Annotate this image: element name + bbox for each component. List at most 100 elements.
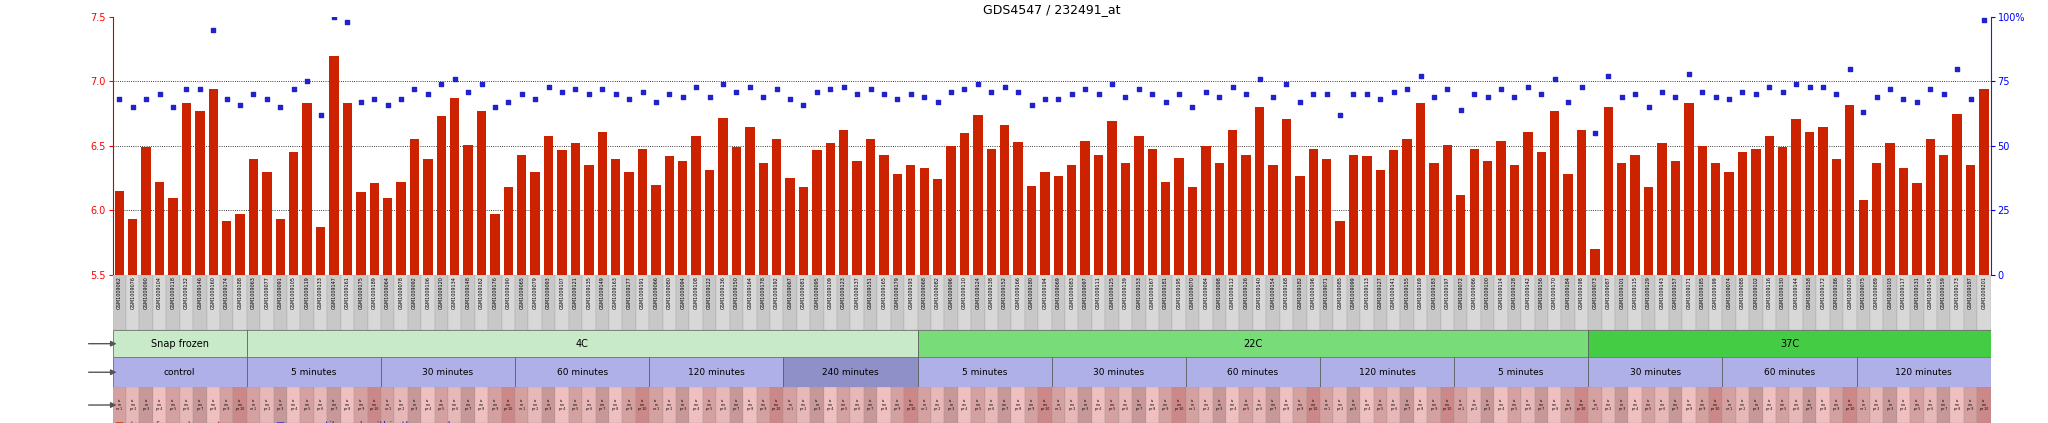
Text: GSM1009150: GSM1009150 xyxy=(733,277,739,310)
Text: GSM1009155: GSM1009155 xyxy=(1405,277,1409,310)
Bar xyxy=(1681,275,1696,330)
Bar xyxy=(1966,165,1974,275)
Text: GSM1009165: GSM1009165 xyxy=(881,277,887,310)
Bar xyxy=(449,275,461,330)
Point xyxy=(1659,93,1692,100)
Text: GSM1009111: GSM1009111 xyxy=(1096,277,1102,310)
Bar xyxy=(1655,275,1669,330)
Text: tu
mo
pr 6: tu mo pr 6 xyxy=(182,399,190,411)
Bar xyxy=(838,387,850,423)
Bar xyxy=(582,275,596,330)
Text: GSM1009173: GSM1009173 xyxy=(1954,277,1960,310)
Text: GSM1009070: GSM1009070 xyxy=(1190,277,1194,310)
Bar xyxy=(1333,275,1348,330)
Bar xyxy=(289,152,299,275)
Text: tu
mo
pr 5: tu mo pr 5 xyxy=(840,399,848,411)
Text: tu
mo
pr 8: tu mo pr 8 xyxy=(1149,399,1155,411)
Bar xyxy=(395,387,408,423)
Bar xyxy=(115,191,125,275)
Bar xyxy=(596,275,608,330)
Bar xyxy=(274,275,287,330)
Point xyxy=(612,96,645,103)
Bar xyxy=(782,357,918,387)
Bar xyxy=(743,387,756,423)
Text: GSM1009124: GSM1009124 xyxy=(975,277,981,310)
Bar xyxy=(1065,275,1079,330)
Point xyxy=(907,93,940,100)
Text: tu
mo
pr 8: tu mo pr 8 xyxy=(344,399,350,411)
Text: GSM1009122: GSM1009122 xyxy=(707,277,713,310)
Bar xyxy=(1855,275,1870,330)
Bar xyxy=(354,275,367,330)
Text: GSM1009120: GSM1009120 xyxy=(438,277,444,310)
Point xyxy=(1217,83,1249,90)
Bar xyxy=(1884,387,1896,423)
Text: GSM1009065: GSM1009065 xyxy=(520,277,524,310)
Bar xyxy=(1561,275,1575,330)
Title: GDS4547 / 232491_at: GDS4547 / 232491_at xyxy=(983,3,1120,16)
Bar xyxy=(625,172,633,275)
Point xyxy=(1405,73,1438,80)
Text: tu
mo
pr 2: tu mo pr 2 xyxy=(934,399,940,411)
Text: tu
mo
pr 2: tu mo pr 2 xyxy=(397,399,403,411)
Bar xyxy=(946,146,956,275)
Bar xyxy=(1763,275,1776,330)
Text: GSM1009168: GSM1009168 xyxy=(1284,277,1288,310)
Text: tu
mo
pr 5: tu mo pr 5 xyxy=(1376,399,1384,411)
Text: GSM1009139: GSM1009139 xyxy=(1122,277,1128,309)
Bar xyxy=(408,387,422,423)
Text: GSM1009068: GSM1009068 xyxy=(922,277,926,310)
Bar xyxy=(838,275,850,330)
Bar xyxy=(1628,387,1642,423)
Bar xyxy=(381,275,395,330)
Text: GSM1009177: GSM1009177 xyxy=(627,277,631,310)
Text: GSM1009162: GSM1009162 xyxy=(479,277,483,310)
Text: tu
m
or 1: tu m or 1 xyxy=(1190,399,1196,411)
Text: GSM1009116: GSM1009116 xyxy=(1767,277,1772,310)
Bar xyxy=(1522,387,1534,423)
Point xyxy=(1538,75,1571,82)
Text: GSM1009185: GSM1009185 xyxy=(1700,277,1704,310)
Text: tu
m
pr 3: tu m pr 3 xyxy=(1618,399,1624,411)
Point xyxy=(424,81,457,88)
Text: GSM1009100: GSM1009100 xyxy=(1485,277,1491,310)
Text: control: control xyxy=(164,368,195,377)
Point xyxy=(1378,88,1411,95)
Text: GSM1009152: GSM1009152 xyxy=(1001,277,1008,310)
Bar xyxy=(516,155,526,275)
Point xyxy=(639,99,672,105)
Bar xyxy=(1053,176,1063,275)
Bar xyxy=(731,147,741,275)
Bar xyxy=(1964,387,1976,423)
Bar xyxy=(1307,275,1319,330)
Point xyxy=(276,86,309,93)
Point xyxy=(358,96,391,103)
Text: tu
mo
pr 9: tu mo pr 9 xyxy=(223,399,229,411)
Bar xyxy=(246,357,381,387)
Text: tu
m
or 1: tu m or 1 xyxy=(786,399,793,411)
Bar xyxy=(408,275,422,330)
Text: tu
mo
pr 6: tu mo pr 6 xyxy=(1391,399,1397,411)
Text: tu
mo
pr 8: tu mo pr 8 xyxy=(1417,399,1423,411)
Bar xyxy=(1911,387,1923,423)
Point xyxy=(934,88,967,95)
Text: GSM1009082: GSM1009082 xyxy=(936,277,940,310)
Bar xyxy=(1440,275,1454,330)
Text: GSM1009149: GSM1009149 xyxy=(600,277,604,309)
Bar xyxy=(1079,275,1092,330)
Text: 5 minutes: 5 minutes xyxy=(1499,368,1544,377)
Text: 240 minutes: 240 minutes xyxy=(821,368,879,377)
Text: GSM1009163: GSM1009163 xyxy=(612,277,618,310)
Text: tu
mo
pr 9: tu mo pr 9 xyxy=(358,399,365,411)
Bar xyxy=(797,275,811,330)
Point xyxy=(506,91,539,98)
Text: tu
mo
pr 5: tu mo pr 5 xyxy=(438,399,444,411)
Point xyxy=(197,26,229,33)
Text: tu
mo
pr 2: tu mo pr 2 xyxy=(264,399,270,411)
Bar xyxy=(1737,275,1749,330)
Text: GSM1009076: GSM1009076 xyxy=(131,277,135,310)
Bar xyxy=(1696,387,1708,423)
Text: tu
mo
pr 4: tu mo pr 4 xyxy=(291,399,297,411)
Point xyxy=(1444,107,1477,113)
Bar xyxy=(1309,148,1319,275)
